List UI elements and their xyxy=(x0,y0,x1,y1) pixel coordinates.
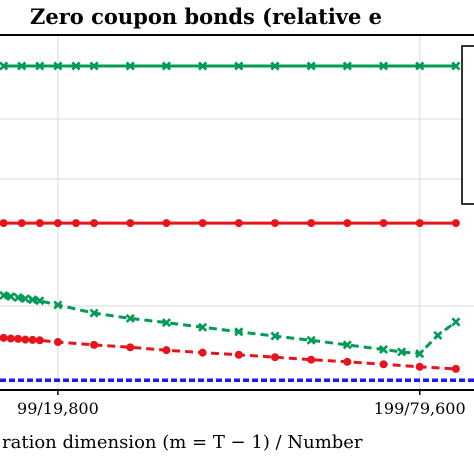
plot-area xyxy=(0,61,474,382)
series-point-3 xyxy=(198,322,208,332)
series-point-4 xyxy=(0,333,8,342)
series-point-4 xyxy=(307,355,316,364)
series-point-2 xyxy=(379,219,388,228)
series-point-2 xyxy=(343,219,352,228)
series-point-1 xyxy=(71,61,81,71)
chart-title: Zero coupon bonds (relative e xyxy=(30,4,382,29)
series-point-2 xyxy=(53,219,62,228)
series-point-3 xyxy=(451,317,461,327)
series-point-4 xyxy=(343,357,352,366)
series-point-1 xyxy=(306,61,316,71)
series-point-4 xyxy=(162,346,171,355)
series-point-3 xyxy=(53,300,63,310)
series-point-3 xyxy=(20,294,30,304)
series-point-4 xyxy=(270,353,279,362)
series-point-4 xyxy=(415,362,424,371)
series-point-4 xyxy=(90,340,99,349)
series-point-3 xyxy=(125,313,135,323)
series-point-4 xyxy=(6,334,15,343)
series-point-2 xyxy=(234,219,243,228)
series-point-1 xyxy=(53,61,63,71)
x-axis-label: ration dimension (m = T − 1) / Number xyxy=(2,432,363,453)
series-point-1 xyxy=(198,61,208,71)
series-point-2 xyxy=(307,219,316,228)
series-point-4 xyxy=(451,364,460,373)
series-point-3 xyxy=(234,327,244,337)
series-point-2 xyxy=(270,219,279,228)
series-point-3 xyxy=(306,335,316,345)
axes-frame xyxy=(0,34,474,391)
series-point-4 xyxy=(198,348,207,357)
x-tick-label: 99/19,800 xyxy=(17,399,99,418)
series-point-1 xyxy=(0,61,9,71)
series-point-2 xyxy=(451,219,460,228)
series-point-3 xyxy=(28,295,38,305)
series-point-1 xyxy=(125,61,135,71)
series-point-3 xyxy=(342,340,352,350)
series-point-3 xyxy=(270,331,280,341)
series-point-2 xyxy=(415,219,424,228)
series-point-3 xyxy=(379,344,389,354)
series-point-1 xyxy=(342,61,352,71)
series-point-2 xyxy=(162,219,171,228)
series-point-2 xyxy=(35,219,44,228)
series-point-1 xyxy=(161,61,171,71)
series-point-3 xyxy=(415,349,425,359)
series-point-4 xyxy=(379,360,388,369)
series-point-2 xyxy=(198,219,207,228)
series-point-4 xyxy=(35,336,44,345)
series-point-2 xyxy=(17,219,26,228)
series-point-4 xyxy=(234,350,243,359)
series-point-1 xyxy=(415,61,425,71)
series-point-3 xyxy=(89,308,99,318)
series-point-4 xyxy=(53,338,62,347)
series-point-2 xyxy=(126,219,135,228)
series-point-1 xyxy=(270,61,280,71)
series-point-3 xyxy=(35,296,45,306)
series-point-3 xyxy=(433,330,443,340)
series-point-4 xyxy=(14,334,23,343)
x-tick-label: 199/79,600 xyxy=(374,399,466,418)
series-point-3 xyxy=(161,318,171,328)
series-point-1 xyxy=(379,61,389,71)
series-line-4 xyxy=(3,336,456,371)
series-point-1 xyxy=(89,61,99,71)
series-point-3 xyxy=(0,290,9,300)
series-point-2 xyxy=(71,219,80,228)
series-point-1 xyxy=(35,61,45,71)
grid xyxy=(0,36,474,389)
x-axis: 99/19,800 199/79,600 xyxy=(17,389,466,418)
series-point-1 xyxy=(17,61,27,71)
legend-box xyxy=(461,45,474,205)
series-point-3 xyxy=(13,293,23,303)
series-point-2 xyxy=(0,219,8,228)
series-line-3 xyxy=(3,294,457,356)
series-point-4 xyxy=(126,343,135,352)
series-point-1 xyxy=(451,61,461,71)
series-point-4 xyxy=(28,335,37,344)
series-point-1 xyxy=(234,61,244,71)
series-point-3 xyxy=(397,347,407,357)
series-point-2 xyxy=(90,219,99,228)
series-point-3 xyxy=(6,291,16,302)
series-point-4 xyxy=(21,335,30,344)
plot-border xyxy=(0,34,474,391)
